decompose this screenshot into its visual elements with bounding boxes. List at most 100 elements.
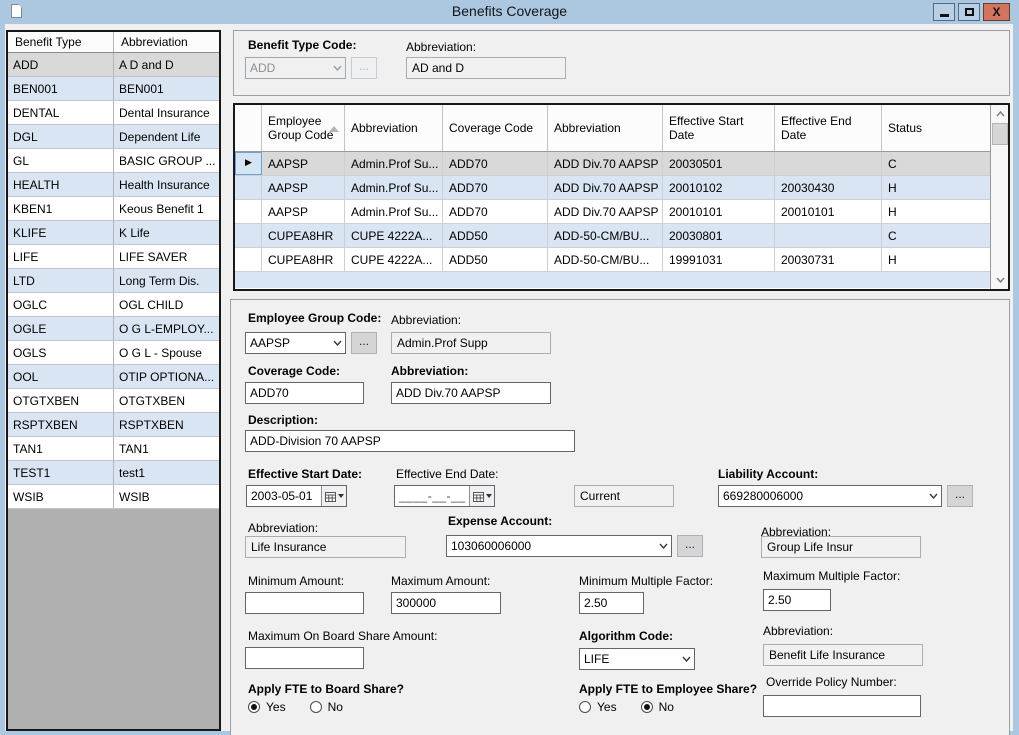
grid-column-header[interactable]: Abbreviation — [345, 105, 443, 151]
record-status-field: Current — [574, 485, 674, 507]
benefit-type-row[interactable]: LTD Long Term Dis. — [8, 269, 219, 293]
grid-column-header[interactable]: Effective End Date — [775, 105, 882, 151]
grid-cell: ADD50 — [443, 224, 548, 247]
minimum-multiple-factor-input[interactable] — [579, 592, 644, 614]
employee-group-code-combo[interactable]: AAPSP — [245, 332, 346, 354]
abbreviation-label: Abbreviation: — [248, 521, 319, 535]
coverage-detail-form: Employee Group Code: AAPSP ... Abbreviat… — [230, 299, 1010, 735]
effective-start-date-value: 2003-05-01 — [251, 489, 313, 503]
benefit-type-abbreviation-cell: test1 — [119, 466, 146, 480]
coverage-grid-row[interactable]: CUPEA8HR CUPE 4222A... ADD50 ADD-50-CM/BU..… — [235, 224, 1008, 248]
row-selector-cell[interactable] — [235, 248, 262, 271]
benefit-type-row[interactable]: HEALTH Health Insurance — [8, 173, 219, 197]
benefit-type-code-cell: GL — [8, 149, 114, 172]
grid-cell: AAPSP — [262, 176, 345, 199]
benefit-type-row[interactable]: WSIB WSIB — [8, 485, 219, 509]
description-input[interactable] — [245, 430, 575, 452]
maximum-onboard-share-input[interactable] — [245, 647, 364, 669]
coverage-grid-row[interactable]: AAPSP Admin.Prof Su... ADD70 ADD Div.70 AAP… — [235, 200, 1008, 224]
calendar-button[interactable] — [469, 486, 494, 506]
benefit-type-row[interactable]: OTGTXBEN OTGTXBEN — [8, 389, 219, 413]
grid-cell: CUPEA8HR — [262, 248, 345, 271]
benefit-type-abbreviation-cell: TAN1 — [119, 442, 149, 456]
column-header-abbreviation[interactable]: Abbreviation — [121, 35, 188, 49]
coverage-code-label: Coverage Code: — [248, 364, 341, 378]
benefit-type-code-cell: RSPTXBEN — [8, 413, 114, 436]
employee-group-browse-button[interactable]: ... — [351, 332, 377, 354]
scrollbar-thumb[interactable] — [992, 123, 1008, 145]
benefit-type-row[interactable]: DGL Dependent Life — [8, 125, 219, 149]
liability-account-combo[interactable]: 669280006000 — [718, 485, 942, 507]
calendar-button[interactable] — [321, 486, 346, 506]
grid-cell: Admin.Prof Su... — [345, 200, 443, 223]
grid-column-header[interactable]: Abbreviation — [548, 105, 663, 151]
apply-fte-board-label: Apply FTE to Board Share? — [248, 682, 405, 696]
column-header-benefit-type[interactable]: Benefit Type — [8, 32, 114, 52]
effective-end-date-picker[interactable]: ____-__-__ — [394, 485, 495, 507]
scroll-up-button[interactable] — [992, 106, 1008, 122]
benefit-type-row[interactable]: OOL OTIP OPTIONA... — [8, 365, 219, 389]
benefit-type-abbreviation-cell: WSIB — [119, 490, 150, 504]
benefit-type-row[interactable]: RSPTXBEN RSPTXBEN — [8, 413, 219, 437]
effective-start-date-picker[interactable]: 2003-05-01 — [246, 485, 347, 507]
expense-account-combo[interactable]: 103060006000 — [446, 535, 672, 557]
benefit-type-row[interactable]: GL BASIC GROUP ... — [8, 149, 219, 173]
override-policy-number-label: Override Policy Number: — [766, 675, 897, 689]
current-row-indicator[interactable]: ▶ — [235, 152, 262, 175]
benefit-type-row[interactable]: KLIFE K Life — [8, 221, 219, 245]
benefit-type-row[interactable]: KBEN1 Keous Benefit 1 — [8, 197, 219, 221]
liability-account-browse-button[interactable]: ... — [947, 485, 973, 507]
override-policy-number-input[interactable] — [763, 695, 921, 717]
vertical-scrollbar[interactable] — [990, 105, 1008, 289]
benefit-type-row[interactable]: BEN001 BEN001 — [8, 77, 219, 101]
benefit-type-row[interactable]: OGLE O G L-EMPLOY... — [8, 317, 219, 341]
fte-employee-yes-radio[interactable]: Yes — [579, 700, 617, 714]
grid-cell: ADD70 — [443, 152, 548, 175]
benefit-type-abbreviation-cell: OGL CHILD — [119, 298, 184, 312]
grid-cell: CUPEA8HR — [262, 224, 345, 247]
benefit-type-abbreviation-cell: OTGTXBEN — [119, 394, 186, 408]
row-selector-cell[interactable] — [235, 200, 262, 223]
coverage-grid-row[interactable]: ▶ AAPSP Admin.Prof Su... ADD70 ADD Div.70 AA… — [235, 152, 1008, 176]
close-button[interactable]: X — [983, 3, 1010, 21]
row-selector-cell[interactable] — [235, 176, 262, 199]
coverage-abbreviation-input[interactable] — [391, 382, 551, 404]
coverage-grid-rows: ▶ AAPSP Admin.Prof Su... ADD70 ADD Div.70 AA… — [235, 152, 1008, 272]
grid-column-header[interactable]: Effective Start Date — [663, 105, 775, 151]
benefit-type-abbreviation-cell: Dependent Life — [119, 130, 201, 144]
benefit-type-code-cell: OGLS — [8, 341, 114, 364]
benefit-type-row[interactable]: OGLS O G L - Spouse — [8, 341, 219, 365]
maximum-amount-input[interactable] — [391, 592, 501, 614]
maximum-multiple-factor-input[interactable] — [763, 589, 831, 611]
maximize-button[interactable] — [958, 3, 980, 21]
benefit-type-row[interactable]: LIFE LIFE SAVER — [8, 245, 219, 269]
algorithm-code-combo[interactable]: LIFE — [579, 648, 695, 670]
grid-cell: ADD-50-CM/BU... — [548, 248, 663, 271]
minimum-amount-input[interactable] — [245, 592, 364, 614]
grid-column-header[interactable]: Status — [882, 105, 991, 151]
benefit-type-row[interactable]: OGLC OGL CHILD — [8, 293, 219, 317]
radio-icon — [579, 701, 591, 713]
benefit-type-row[interactable]: ADD A D and D — [8, 53, 219, 77]
expense-account-browse-button[interactable]: ... — [677, 535, 703, 557]
benefit-type-code-cell: TAN1 — [8, 437, 114, 460]
coverage-grid-row[interactable]: CUPEA8HR CUPE 4222A... ADD50 ADD-50-CM/BU..… — [235, 248, 1008, 272]
benefit-type-row[interactable]: TEST1 test1 — [8, 461, 219, 485]
grid-cell: ADD Div.70 AAPSP — [548, 200, 663, 223]
grid-cell: ADD50 — [443, 248, 548, 271]
coverage-grid-row[interactable]: AAPSP Admin.Prof Su... ADD70 ADD Div.70 AAP… — [235, 176, 1008, 200]
fte-board-yes-radio[interactable]: Yes — [248, 700, 286, 714]
fte-employee-no-radio[interactable]: No — [640, 700, 674, 714]
scroll-down-button[interactable] — [992, 272, 1008, 288]
benefit-type-row[interactable]: DENTAL Dental Insurance — [8, 101, 219, 125]
radio-icon — [248, 701, 260, 713]
coverage-code-input[interactable] — [245, 382, 364, 404]
radio-label: No — [658, 700, 674, 714]
fte-board-no-radio[interactable]: No — [309, 700, 343, 714]
minimize-button[interactable] — [933, 3, 955, 21]
grid-column-header[interactable]: Coverage Code — [443, 105, 548, 151]
grid-column-header[interactable]: Employee Group Code — [262, 105, 345, 151]
benefit-type-row[interactable]: TAN1 TAN1 — [8, 437, 219, 461]
maximum-multiple-factor-label: Maximum Multiple Factor: — [763, 569, 901, 583]
row-selector-cell[interactable] — [235, 224, 262, 247]
